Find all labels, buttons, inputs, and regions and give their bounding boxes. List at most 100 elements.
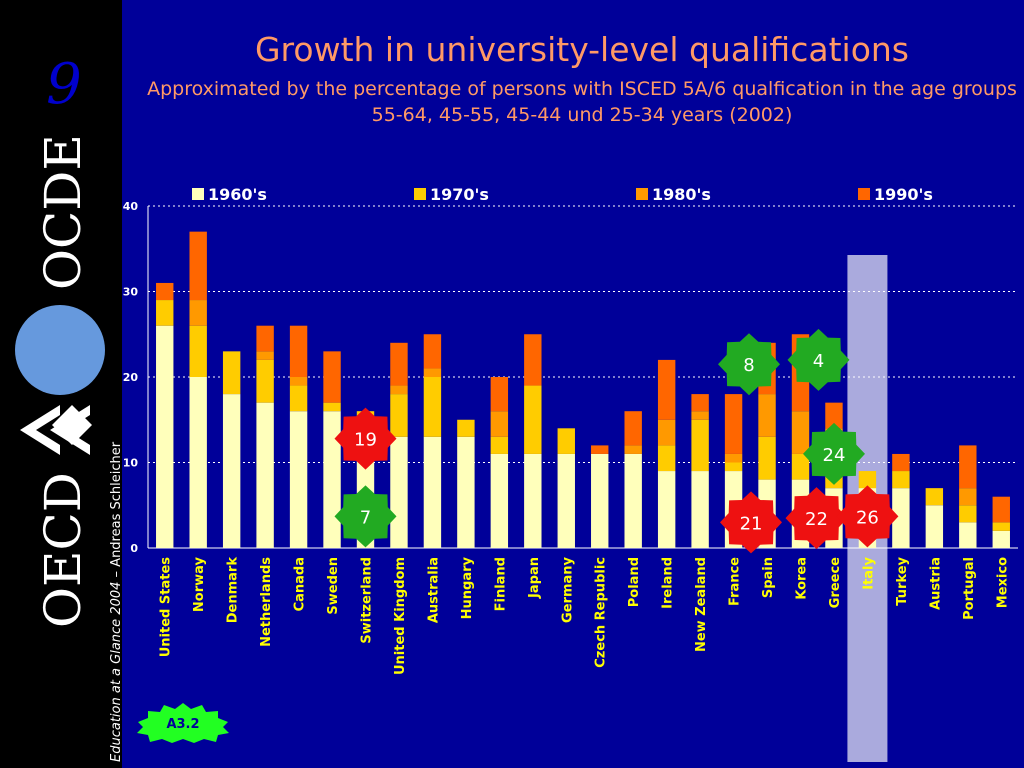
bar-segment: [624, 453, 642, 548]
x-tick-label: Hungary: [460, 556, 475, 619]
bar-segment: [189, 231, 207, 301]
bar-segment: [959, 445, 977, 489]
x-tick-label: United States: [159, 557, 174, 658]
bar-segment: [892, 471, 910, 489]
x-tick-label: New Zealand: [694, 557, 709, 652]
x-tick-label: Denmark: [226, 557, 241, 624]
bar-segment: [657, 471, 676, 548]
sidebar: 9 OECD OCDE Education at a Glance 2004 –…: [0, 0, 124, 768]
source-badge: A3.2: [136, 702, 230, 748]
rank-marker-red: [785, 487, 848, 550]
bar-segment: [624, 445, 642, 454]
rank-marker-green: [334, 485, 397, 548]
x-tick-label: Netherlands: [259, 557, 274, 647]
bar-segment: [959, 505, 977, 523]
bar-segment: [691, 471, 709, 548]
x-tick-label: Turkey: [895, 556, 910, 605]
bar-segment: [390, 385, 408, 395]
bar-segment: [825, 402, 843, 429]
bar-segment: [925, 488, 944, 506]
bar-segment: [657, 359, 676, 420]
bar-segment: [189, 300, 207, 326]
legend-label: 1970's: [430, 185, 489, 204]
legend-label: 1990's: [874, 185, 933, 204]
svg-text:OECD: OECD: [34, 472, 92, 628]
bar-segment: [524, 385, 542, 454]
bar-segment: [557, 428, 575, 454]
rank-marker-green: [718, 333, 780, 396]
x-tick-label: Mexico: [995, 557, 1010, 608]
legend-swatch: [858, 188, 870, 200]
rank-marker-label: 24: [823, 445, 846, 466]
bar-segment: [691, 394, 709, 412]
bar-segment: [222, 394, 241, 548]
bar-segment: [724, 453, 743, 463]
bar-segment: [791, 411, 810, 454]
bar-segment: [591, 453, 609, 548]
bar-segment: [892, 453, 910, 472]
bar-segment: [457, 419, 475, 437]
x-tick-label: Italy: [861, 556, 876, 589]
rank-marker-red: [720, 491, 782, 554]
bar-segment: [189, 325, 207, 377]
bar-segment: [591, 445, 609, 454]
bar-segment: [724, 394, 743, 454]
rank-marker-label: 21: [740, 513, 763, 534]
bar-segment: [156, 300, 174, 326]
x-tick-label: Canada: [293, 557, 308, 611]
bar-segment: [925, 505, 944, 548]
bar-segment: [289, 411, 308, 548]
y-tick-label: 30: [123, 286, 139, 299]
bar-segment: [791, 453, 810, 480]
rank-marker-red: [334, 407, 397, 470]
x-tick-label: Poland: [627, 557, 642, 607]
bar-segment: [992, 496, 1010, 523]
bar-segment: [390, 436, 408, 548]
x-tick-label: Greece: [828, 557, 843, 608]
bar-segment: [490, 453, 509, 548]
rank-marker-green: [787, 328, 850, 391]
bar-segment: [691, 411, 709, 420]
bar-segment: [423, 334, 442, 369]
bar-segment: [992, 530, 1010, 548]
badge-label: A3.2: [166, 717, 199, 732]
bar-segment: [289, 385, 308, 412]
bar-segment: [423, 436, 442, 548]
bar-segment: [624, 411, 642, 446]
legend-swatch: [414, 188, 426, 200]
rank-marker-label: 19: [354, 430, 377, 451]
bar-segment: [758, 394, 776, 437]
rank-marker-label: 8: [743, 355, 754, 376]
bar-segment: [724, 462, 743, 472]
y-tick-label: 20: [123, 371, 139, 384]
bar-segment: [992, 522, 1010, 531]
y-tick-label: 40: [123, 200, 139, 213]
bar-segment: [390, 394, 408, 437]
bar-segment: [892, 488, 910, 548]
legend-swatch: [636, 188, 648, 200]
bar-segment: [256, 359, 274, 403]
x-tick-label: Spain: [761, 557, 776, 598]
x-tick-label: Ireland: [661, 557, 676, 609]
rank-marker-green: [803, 422, 865, 485]
x-tick-label: Japan: [527, 557, 542, 599]
bar-segment: [156, 282, 174, 301]
bar-segment: [222, 351, 241, 395]
x-tick-label: Germany: [560, 556, 575, 622]
bar-segment: [256, 325, 274, 352]
bar-segment: [256, 402, 274, 548]
legend-label: 1960's: [208, 185, 267, 204]
rank-marker-label: 4: [813, 351, 824, 372]
x-tick-label: Korea: [795, 557, 810, 600]
x-tick-label: Czech Republic: [594, 557, 609, 668]
rank-marker-label: 22: [805, 509, 828, 530]
bar-segment: [657, 419, 676, 446]
x-tick-label: Austria: [928, 557, 943, 610]
bar-segment: [423, 377, 442, 437]
bar-segment: [959, 522, 977, 548]
x-tick-label: Portugal: [962, 557, 977, 620]
x-tick-label: France: [728, 557, 743, 606]
bar-segment: [289, 325, 308, 377]
slide-number: 9: [46, 52, 82, 117]
